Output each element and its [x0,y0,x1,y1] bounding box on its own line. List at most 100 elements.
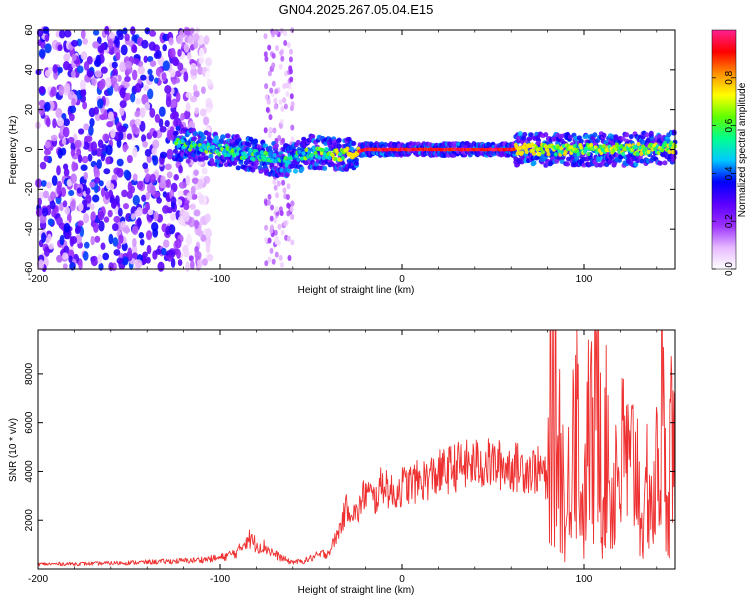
trace-halo [223,162,229,168]
noise-blob [197,66,204,75]
noise-blob [205,213,211,223]
noise-blob [190,67,198,76]
noise-blob [124,75,131,83]
noise-blob [47,218,54,226]
noise-blob [60,147,67,156]
noise-blob [80,79,86,91]
noise-blob [78,202,84,212]
snr-x-tick-label: -100 [210,574,230,585]
noise-blob [87,153,93,162]
noise-blob [273,184,278,191]
noise-blob [176,248,181,259]
noise-blob [103,216,110,223]
noise-blob [166,178,171,188]
trace-core [300,147,305,153]
noise-blob [63,118,70,127]
noise-blob [71,70,76,79]
trace-core [309,153,314,158]
spectrogram-x-tick-label: 100 [576,274,593,285]
trace-halo [206,131,212,137]
trace-core [174,141,179,146]
noise-blob [110,200,117,209]
noise-blob [189,95,198,103]
noise-blob [189,203,196,210]
noise-blob [89,181,96,188]
spectrogram-y-label: Frequency (Hz) [8,116,19,185]
trace-core [660,148,665,153]
colorbar-gradient [712,30,736,269]
noise-blob [123,144,129,151]
noise-blob [199,108,207,117]
trace-halo [565,161,571,167]
noise-blob [267,256,272,263]
noise-blob [264,260,269,267]
noise-blob [289,48,293,55]
noise-blob [146,154,152,164]
noise-blob [131,225,139,236]
noise-blob [80,164,88,171]
noise-blob [83,123,90,131]
snr-x-tick-label: 100 [576,574,593,585]
noise-blob [117,33,124,41]
noise-blob [289,76,294,83]
noise-blob [273,229,278,236]
noise-blob [189,260,195,270]
noise-blob [185,261,190,273]
noise-blob [61,138,67,145]
noise-blob [192,84,198,92]
snr-y-tick-label: 2000 [24,509,35,532]
noise-blob [145,256,151,264]
noise-blob [202,258,208,266]
noise-blob [263,127,268,134]
noise-blob [274,251,279,258]
noise-blob [83,213,90,224]
noise-blob [37,197,42,206]
trace-core [217,152,222,157]
noise-blob [198,47,205,59]
noise-blob [114,38,120,48]
spectrogram-x-tick-label: 0 [399,274,405,285]
noise-blob [267,70,272,77]
noise-blob [137,65,145,75]
trace-core [621,151,626,157]
noise-blob [95,148,103,157]
trace-halo [203,155,209,161]
noise-blob [190,63,197,70]
snr-panel: -200 -100 0 100 2000 4000 6000 8000 Height of s… [8,329,676,596]
noise-blob [278,123,283,129]
noise-blob [70,141,76,152]
noise-blob [193,90,200,98]
noise-blob [92,41,100,49]
noise-blob [108,111,114,122]
trace-core [602,143,606,149]
noise-blob [132,194,140,206]
trace-halo [644,132,650,138]
noise-blob [46,117,51,128]
noise-blob [267,193,272,200]
noise-blob [177,259,183,267]
noise-blob [83,172,88,180]
noise-blob [161,72,167,81]
noise-blob [114,205,119,215]
snr-x-tick-label: -200 [28,574,48,585]
noise-blob [188,255,194,262]
spectrogram-y-tick-label: 20 [24,104,35,116]
colorbar-tick-label: 0.8 [724,70,735,84]
snr-marks [37,329,676,567]
trace-halo [299,166,305,172]
trace-core [324,147,329,152]
noise-blob [38,48,46,59]
trace-halo [310,134,316,139]
noise-blob [290,200,295,207]
trace-halo [662,160,668,166]
noise-blob [48,243,54,250]
noise-blob [175,199,183,207]
noise-blob [89,118,95,127]
noise-blob [183,71,189,83]
noise-blob [290,213,295,220]
noise-blob [130,26,136,36]
noise-blob [146,244,152,255]
noise-blob [145,191,151,200]
noise-blob [146,230,152,240]
noise-blob [175,238,182,249]
